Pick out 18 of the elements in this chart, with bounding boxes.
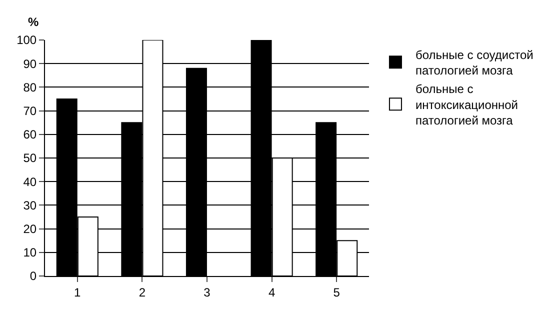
y-tick-label: 80 <box>23 80 37 94</box>
x-tick-label: 1 <box>74 285 82 300</box>
y-tick-label: 10 <box>23 246 37 260</box>
y-tick-label: 30 <box>23 198 37 212</box>
legend-label: больные с интоксикационной патологией мозга <box>415 82 518 128</box>
x-tick-label: 4 <box>268 285 276 300</box>
y-tick-label: 20 <box>23 222 37 236</box>
x-tick-label: 3 <box>204 285 211 300</box>
y-axis-title: % <box>28 15 39 29</box>
y-tick-label: 60 <box>23 128 37 142</box>
y-tick-label: 50 <box>23 151 37 166</box>
x-tick-label: 5 <box>333 285 340 300</box>
y-tick-label: 100 <box>16 33 37 48</box>
x-tick-label: 2 <box>138 285 146 300</box>
y-tick-label: 90 <box>23 56 37 71</box>
y-tick-label: 40 <box>23 174 37 189</box>
y-tick-label: 0 <box>30 269 37 284</box>
y-tick-label: 70 <box>23 104 37 118</box>
